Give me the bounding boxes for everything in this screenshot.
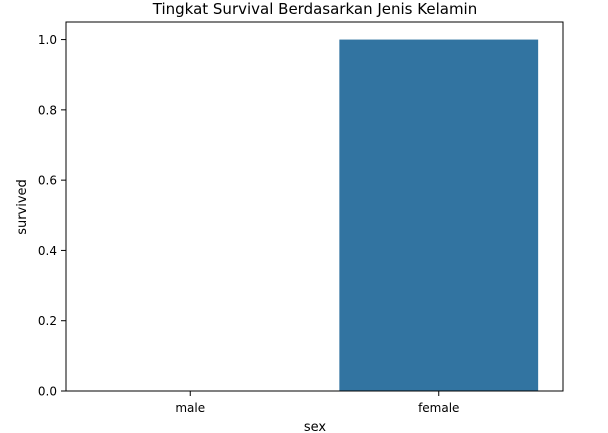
y-tick-label: 0.0 bbox=[38, 385, 57, 399]
y-tick-label: 0.8 bbox=[38, 103, 57, 117]
plot-frame bbox=[65, 21, 564, 392]
y-tick-label: 0.6 bbox=[38, 174, 57, 188]
y-axis: 0.0 0.2 0.4 0.6 0.8 1.0 bbox=[38, 33, 66, 399]
y-tick-label: 1.0 bbox=[38, 33, 57, 47]
y-tick-label: 0.4 bbox=[38, 244, 57, 258]
x-axis-label: sex bbox=[304, 420, 327, 433]
bar-female bbox=[339, 39, 539, 391]
x-tick-label-male: male bbox=[175, 401, 205, 415]
x-tick-label-female: female bbox=[418, 401, 459, 415]
y-axis-label: survived bbox=[15, 179, 30, 235]
plot-area bbox=[339, 39, 539, 391]
x-axis: male female bbox=[175, 391, 459, 415]
y-tick-label: 0.2 bbox=[38, 314, 57, 328]
chart-title: Tingkat Survival Berdasarkan Jenis Kelam… bbox=[152, 0, 477, 18]
